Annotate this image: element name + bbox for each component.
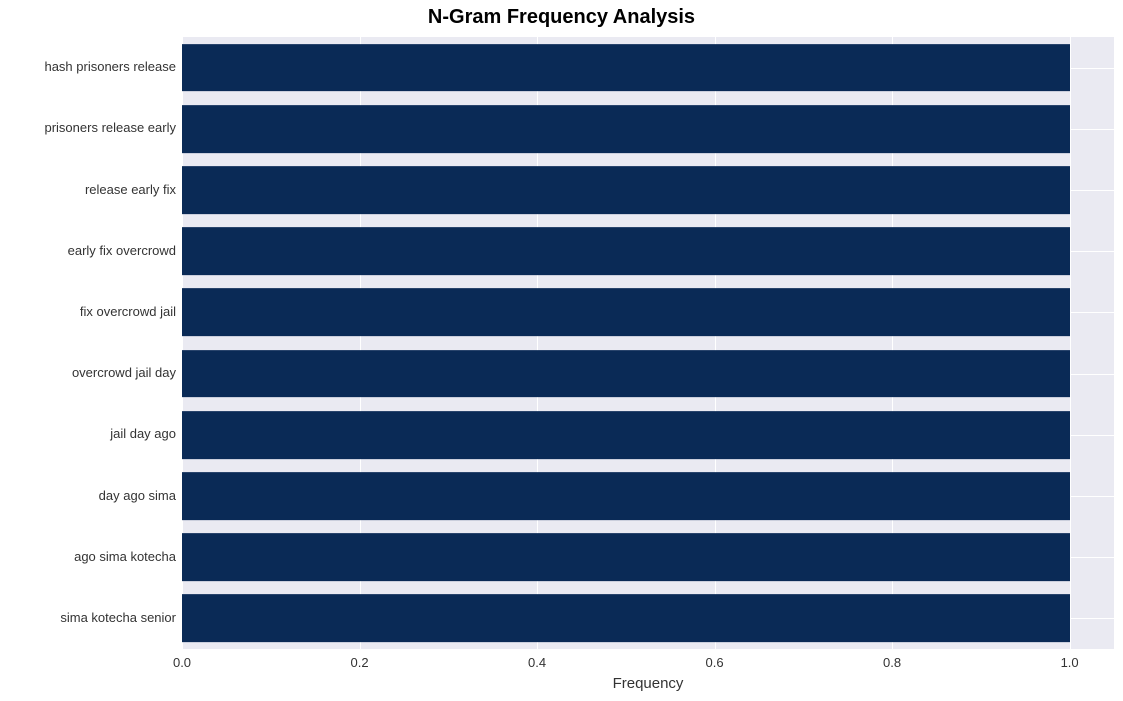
y-tick-label: release early fix [85,182,176,197]
bar [182,289,1070,337]
x-tick-label: 0.0 [173,655,191,670]
x-tick-label: 0.4 [528,655,546,670]
bar-slot [182,98,1114,159]
bar-slot [182,221,1114,282]
y-tick-label: fix overcrowd jail [80,304,176,319]
x-tick-label: 0.6 [706,655,724,670]
y-tick-label: day ago sima [99,488,176,503]
plot-area [182,37,1114,649]
bar [182,166,1070,214]
bar-slot [182,588,1114,649]
bar [182,105,1070,153]
bar [182,472,1070,520]
x-axis-label: Frequency [182,675,1114,692]
y-tick-label: sima kotecha senior [60,610,176,625]
y-tick-label: ago sima kotecha [74,549,176,564]
chart-container: N-Gram Frequency Analysis hash prisoners… [0,0,1123,701]
bar-slot [182,282,1114,343]
bar [182,595,1070,643]
bar [182,44,1070,92]
chart-title: N-Gram Frequency Analysis [0,6,1123,29]
y-tick-label: overcrowd jail day [72,365,176,380]
x-tick-label: 1.0 [1061,655,1079,670]
bar [182,533,1070,581]
bar [182,227,1070,275]
bar-slot [182,404,1114,465]
y-tick-label: early fix overcrowd [68,243,176,258]
y-tick-label: hash prisoners release [44,59,176,74]
y-tick-label: prisoners release early [44,120,176,135]
bar-slot [182,527,1114,588]
y-tick-label: jail day ago [110,426,176,441]
bar-slot [182,159,1114,220]
x-tick-label: 0.8 [883,655,901,670]
bar [182,411,1070,459]
bar-slot [182,37,1114,98]
bar-slot [182,465,1114,526]
x-tick-label: 0.2 [350,655,368,670]
bar-slot [182,343,1114,404]
bar [182,350,1070,398]
